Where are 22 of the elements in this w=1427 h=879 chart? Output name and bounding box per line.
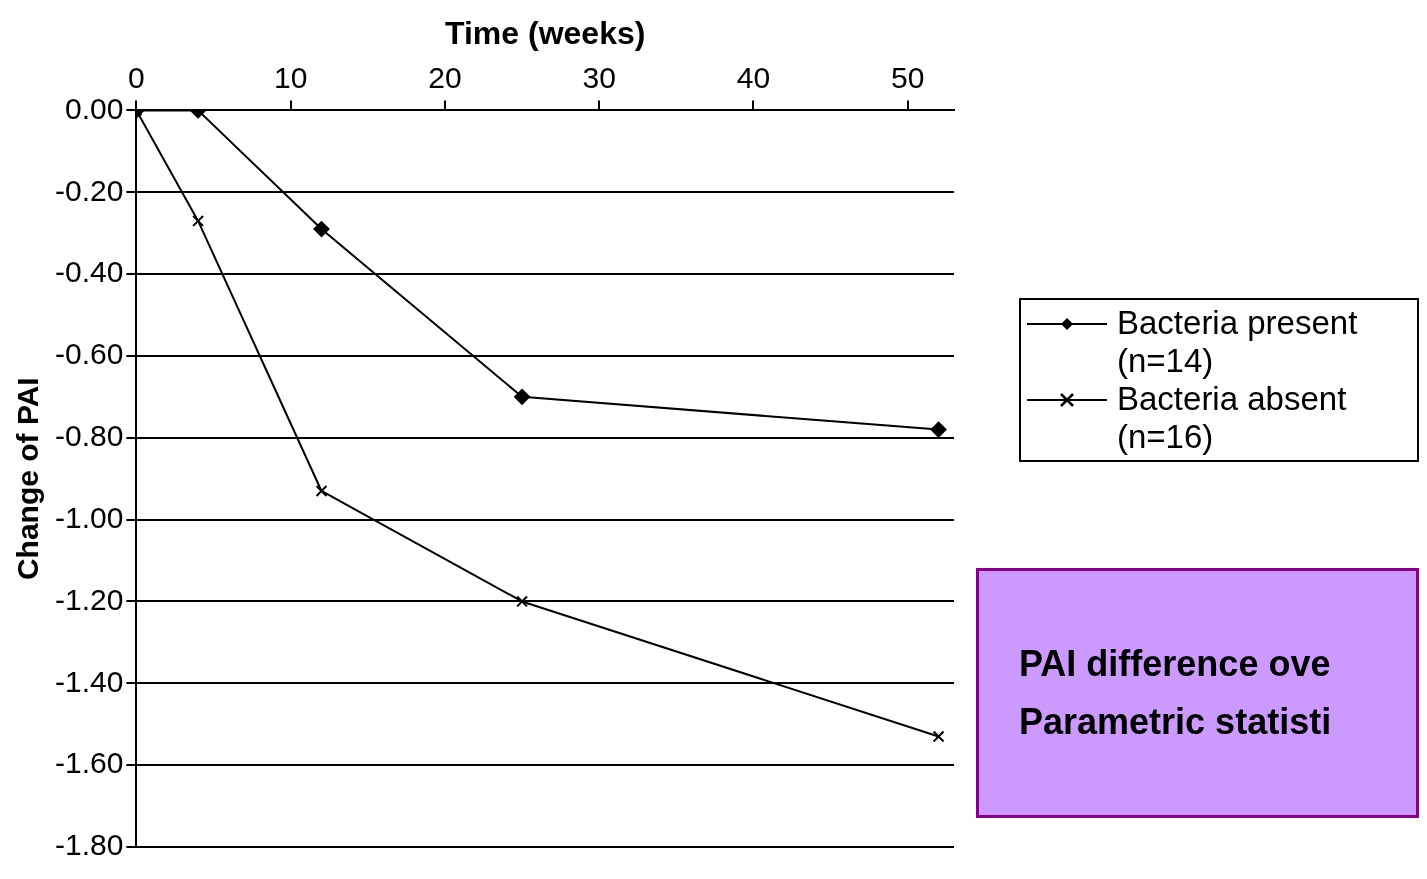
text: Parametric statisti bbox=[1019, 700, 1333, 744]
y-axis-title: Change of PAI bbox=[11, 377, 45, 581]
x-tick-label: 30 bbox=[582, 60, 616, 94]
x-tick-label: 20 bbox=[428, 60, 462, 94]
y-tick-label: -0.40 bbox=[54, 255, 124, 289]
y-tick-label: -0.20 bbox=[54, 173, 124, 207]
y-tick-label: -0.60 bbox=[54, 337, 124, 371]
y-tick-label: -1.40 bbox=[54, 664, 124, 698]
text: PAI difference ove bbox=[1019, 642, 1332, 686]
y-tick-label: -0.80 bbox=[54, 419, 124, 453]
y-tick-label: -1.80 bbox=[54, 828, 124, 862]
x-tick-label: 50 bbox=[891, 60, 925, 94]
x-tick-label: 40 bbox=[736, 60, 771, 94]
legend-label: Bacteria absent (n=16) bbox=[1117, 380, 1348, 456]
y-tick-label: -1.20 bbox=[54, 582, 124, 616]
x-axis-title: Time (weeks) bbox=[444, 15, 646, 52]
x-tick-label: 0 bbox=[128, 60, 145, 94]
y-tick-label: -1.60 bbox=[54, 746, 124, 780]
y-tick-label: -1.00 bbox=[54, 500, 124, 534]
x-tick-label: 10 bbox=[273, 60, 308, 94]
legend-label: Bacteria present (n=14) bbox=[1117, 304, 1359, 380]
y-tick-label: 0.00 bbox=[64, 91, 124, 125]
